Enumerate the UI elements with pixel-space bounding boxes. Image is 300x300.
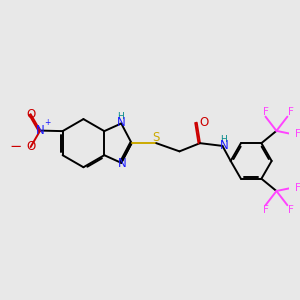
Text: O: O (200, 116, 209, 129)
Text: +: + (45, 118, 51, 127)
Text: N: N (219, 140, 228, 152)
Text: S: S (153, 130, 160, 144)
Text: O: O (26, 108, 35, 121)
Text: H: H (117, 112, 124, 122)
Text: F: F (296, 129, 300, 139)
Text: F: F (262, 205, 268, 215)
Text: H: H (220, 135, 227, 144)
Text: −: − (9, 140, 22, 154)
Text: F: F (262, 107, 268, 117)
Text: F: F (296, 183, 300, 193)
Text: N: N (36, 124, 44, 137)
Text: N: N (117, 116, 126, 129)
Text: O: O (26, 140, 35, 154)
Text: N: N (117, 157, 126, 170)
Text: F: F (288, 205, 294, 215)
Text: F: F (288, 107, 294, 117)
